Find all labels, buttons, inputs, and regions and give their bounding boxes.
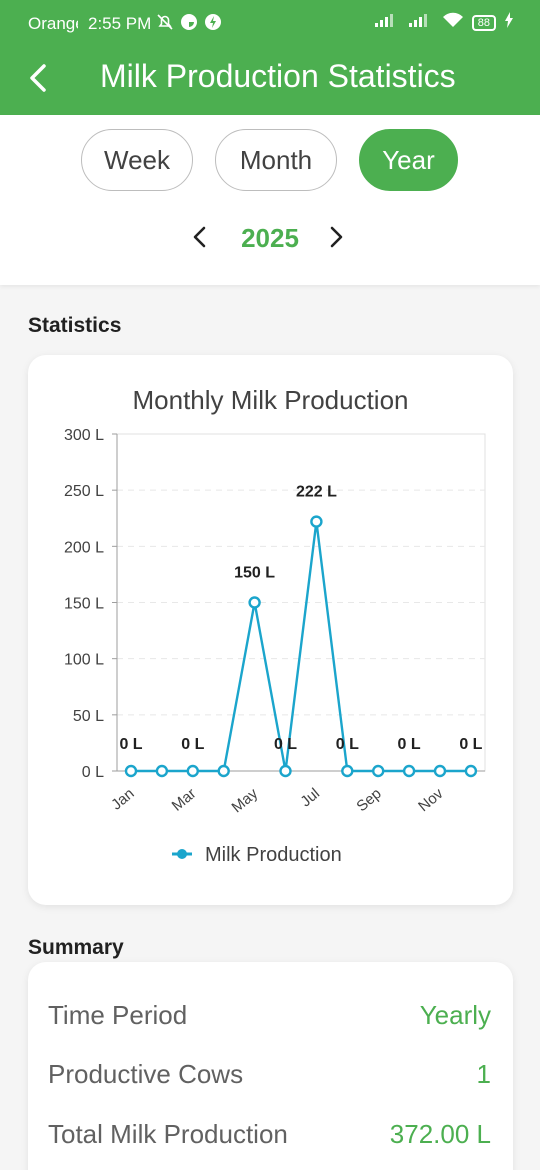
mute-bell-icon	[156, 13, 174, 31]
data-point	[248, 596, 261, 609]
year-navigator: 2025	[0, 215, 540, 259]
summary-value: Yearly	[419, 1000, 491, 1030]
y-tick-label: 250 L	[64, 483, 104, 500]
data-point	[186, 764, 200, 778]
status-bar: Orange 2:55 PM 88	[0, 0, 540, 44]
page-title: Milk Production Statistics	[100, 58, 456, 94]
chevron-left-icon[interactable]	[185, 221, 215, 253]
summary-label: Time Period	[48, 1000, 188, 1030]
data-point	[433, 764, 447, 778]
x-tick-label: Nov	[415, 785, 447, 815]
data-label: 0 L	[274, 736, 297, 753]
data-label: 0 L	[336, 736, 359, 753]
charging-icon	[504, 12, 514, 33]
data-label: 222 L	[296, 484, 337, 501]
summary-row-time-period: Time Period Yearly	[48, 994, 491, 1034]
summary-label: Total Milk Production	[48, 1119, 288, 1149]
data-label: 0 L	[119, 736, 142, 753]
y-tick-label: 150 L	[64, 596, 104, 613]
battery-icon: 88	[471, 14, 496, 31]
period-selector-panel: Week Month Year 2025	[0, 115, 540, 285]
legend-label: Milk Production	[205, 844, 342, 866]
data-point	[464, 764, 478, 778]
chart-title: Monthly Milk Production	[132, 385, 409, 415]
series-line	[131, 521, 471, 773]
data-label: 0 L	[181, 736, 204, 753]
back-arrow-icon[interactable]	[24, 58, 60, 98]
data-label: 0 L	[398, 736, 421, 753]
data-point	[279, 764, 292, 778]
wifi-icon	[442, 12, 464, 33]
signal-icon	[374, 12, 400, 33]
data-point	[341, 764, 354, 778]
chart-card: Monthly Milk Production 0 L 50 L 100 L 150 …	[28, 355, 513, 905]
summary-card: Time Period Yearly Productive Cows 1 Tot…	[28, 962, 513, 1170]
legend-marker	[177, 849, 187, 859]
summary-value: 372.00 L	[389, 1119, 491, 1149]
chevron-right-icon[interactable]	[321, 221, 351, 253]
signal-2-icon	[408, 12, 434, 33]
summary-row-productive-cows: Productive Cows 1	[48, 1053, 491, 1093]
summary-heading: Summary	[28, 936, 124, 959]
y-tick-label: 50 L	[73, 708, 104, 725]
x-tick-label: Sep	[353, 785, 384, 815]
x-tick-label: Jul	[297, 785, 323, 810]
data-label: 0 L	[459, 736, 482, 753]
selected-year: 2025	[241, 223, 299, 253]
summary-row-total-milk: Total Milk Production 372.00 L	[48, 1113, 491, 1153]
shield-notification-icon	[204, 13, 222, 31]
data-point	[402, 764, 416, 778]
carrier-name: Orange	[28, 14, 78, 33]
data-point	[124, 764, 138, 778]
summary-value: 1	[476, 1059, 491, 1089]
y-tick-label: 100 L	[64, 652, 104, 669]
x-tick-label: Mar	[169, 785, 200, 815]
tab-month[interactable]: Month	[215, 129, 337, 191]
y-tick-label: 0 L	[82, 764, 104, 781]
status-time: 2:55 PM	[88, 14, 152, 33]
data-point	[310, 515, 323, 528]
notification-icons	[156, 13, 222, 31]
y-tick-label: 200 L	[64, 539, 104, 556]
x-tick-label: Jan	[108, 785, 137, 814]
app-bar: Milk Production Statistics	[0, 44, 540, 115]
statistics-heading: Statistics	[28, 314, 122, 337]
tab-week[interactable]: Week	[81, 129, 193, 191]
summary-label: Productive Cows	[48, 1059, 244, 1089]
y-tick-label: 300 L	[64, 427, 104, 444]
app-notification-icon	[180, 13, 198, 31]
data-label: 150 L	[234, 565, 275, 582]
data-point	[217, 764, 230, 778]
data-point	[372, 764, 385, 778]
x-tick-label: May	[229, 785, 262, 817]
line-chart: 0 L 50 L 100 L 150 L 200 L 250 L 300 L Jan Mar Ma…	[64, 427, 486, 866]
data-point	[155, 764, 169, 778]
tab-year[interactable]: Year	[359, 129, 458, 191]
